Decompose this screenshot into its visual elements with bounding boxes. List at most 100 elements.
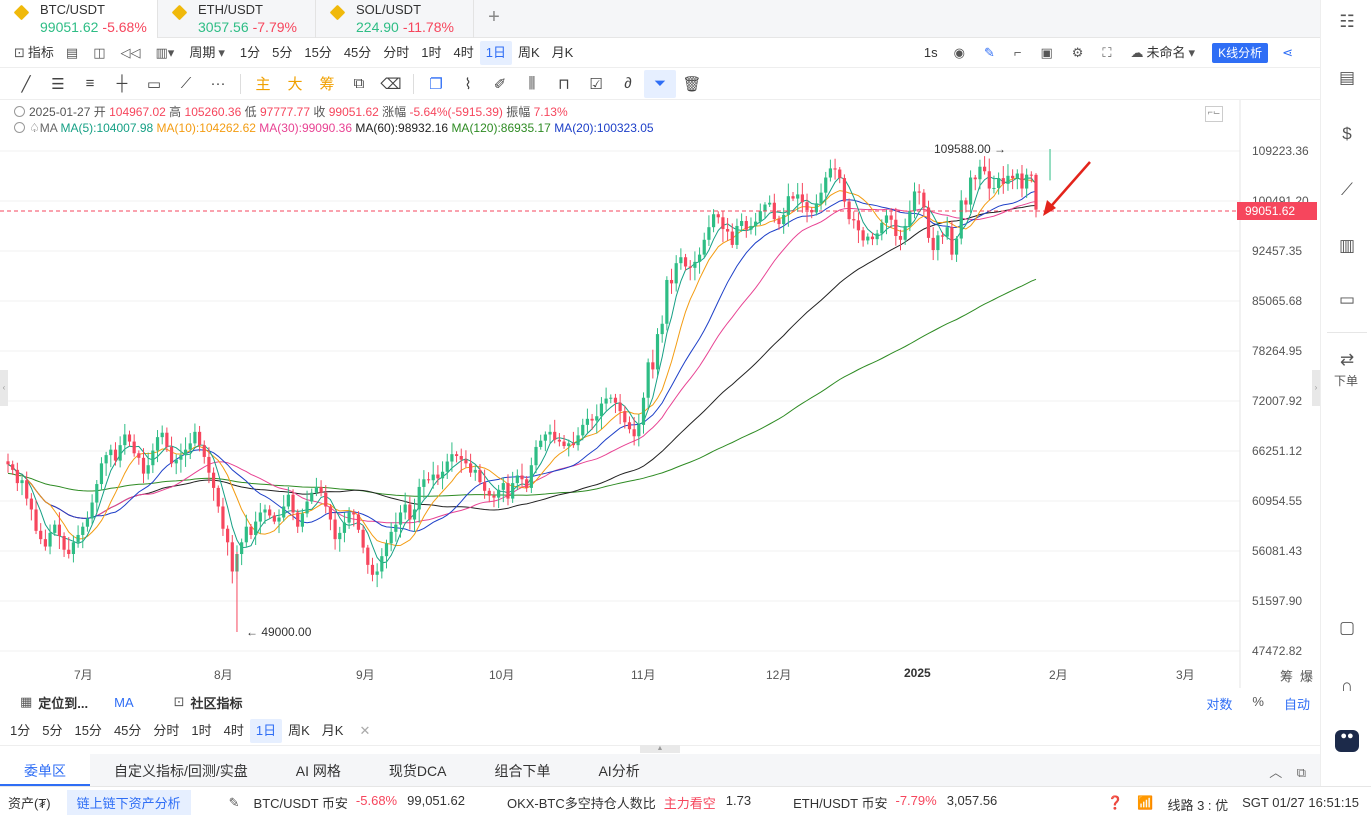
copy-tool[interactable]: ❐ [420, 70, 452, 98]
bar-chart-icon[interactable]: ▥ [1338, 236, 1356, 255]
big-order-button[interactable]: 大 [287, 76, 303, 93]
add-tab-icon[interactable]: + [488, 6, 500, 28]
interval-45m[interactable]: 45分 [343, 44, 372, 60]
tab-ai-analysis[interactable]: AI分析 [598, 763, 640, 779]
auto-scale-toggle[interactable]: 自动 [1283, 697, 1310, 712]
place-order-label[interactable]: 下单 [1334, 374, 1359, 388]
tab-combo-order[interactable]: 组合下单 [494, 763, 551, 779]
price-axis[interactable]: 109223.36 100491.20 92457.35 85065.68 78… [1240, 100, 1320, 660]
fullscreen-button[interactable]: ⛶ [1094, 41, 1122, 65]
channel-tool[interactable]: ≡ [74, 70, 106, 98]
right-handle-icon[interactable]: › [1312, 370, 1320, 406]
calendar-button[interactable]: ▤ [60, 41, 87, 65]
settings-button[interactable]: ⚙ [1064, 41, 1095, 65]
liquidation-axis-button[interactable]: 爆 [1300, 669, 1314, 684]
ruler-tool[interactable]: ⌇ [452, 70, 484, 98]
help-icon[interactable]: ❓ [1107, 795, 1124, 810]
edit-icon[interactable]: ✎ [228, 794, 240, 810]
etf-icon[interactable]: ▭ [1338, 290, 1356, 309]
share-button[interactable]: ⋖ [1274, 41, 1304, 65]
community-indicator-button[interactable]: 社区指标 [190, 695, 243, 711]
interval-1d[interactable]: 1日 [249, 718, 283, 743]
tab-orders[interactable]: 委单区 [0, 754, 90, 786]
save-button[interactable]: ▣ [1032, 41, 1063, 65]
more-tools[interactable]: ··· [202, 70, 234, 98]
chart-area[interactable]: 2025-01-27 开 104967.02 高 105260.36 低 977… [0, 100, 1320, 688]
cloud-layout-button[interactable]: ☁ 未命名 ▾ [1123, 41, 1207, 65]
eraser-tool[interactable]: ⌫ [375, 70, 407, 98]
layout-icon[interactable]: ▢ [1338, 618, 1356, 637]
line-status[interactable]: 线路 3 : 优 [1167, 798, 1229, 813]
chip-axis-button[interactable]: 筹 [1280, 669, 1294, 684]
interval-timeline[interactable]: 分时 [153, 722, 180, 738]
trendline-tool[interactable]: ╱ [10, 70, 42, 98]
alert-tool[interactable]: ☑ [580, 70, 612, 98]
interval-1mo[interactable]: 月K [321, 722, 344, 738]
camera-button[interactable]: ◉ [946, 41, 976, 65]
interval-5m[interactable]: 5分 [272, 44, 293, 60]
interval-1m[interactable]: 1分 [10, 722, 31, 738]
ticker-okx-ratio[interactable]: OKX-BTC多空持仓人数比 主力看空 1.73 [507, 793, 759, 812]
speed-button[interactable]: 1s [923, 45, 938, 60]
ticker-btc[interactable]: BTC/USDT 币安 -5.68% 99,051.62 [254, 793, 473, 812]
toggle-circle-icon[interactable] [14, 122, 25, 133]
tab-custom-indicator[interactable]: 自定义指标/回测/实盘 [114, 763, 248, 779]
interval-1w[interactable]: 周K [288, 722, 310, 738]
chart-type-button[interactable]: ▥▾ [150, 41, 184, 65]
parallel-tool[interactable]: ☰ [42, 70, 74, 98]
interval-15m[interactable]: 15分 [74, 722, 102, 738]
interval-timeline[interactable]: 分时 [383, 44, 410, 60]
collapse-panel-icon[interactable]: ▲ [640, 745, 680, 753]
bell-icon[interactable]: ♤ [29, 121, 40, 135]
period-button[interactable]: 周期 ▾ [183, 41, 234, 65]
interval-45m[interactable]: 45分 [113, 722, 142, 738]
candle-tool[interactable]: ⫼ [516, 70, 548, 98]
trend-icon[interactable]: ⟋ [1341, 180, 1353, 199]
ticker-eth[interactable]: ETH/USDT 币安 -7.79% 3,057.56 [793, 793, 1005, 812]
tab-btc[interactable]: BTC/USDT 99051.62 -5.68% [0, 0, 158, 38]
interval-1m[interactable]: 1分 [239, 44, 261, 60]
brush-tool[interactable]: ✐ [484, 70, 516, 98]
draw-button[interactable]: ✎ [976, 41, 1006, 65]
toggle-circle-icon[interactable] [14, 106, 25, 117]
filter-tool[interactable]: ⏷ [644, 69, 676, 98]
log-scale-toggle[interactable]: 对数 [1206, 697, 1233, 712]
document-icon[interactable]: ▤ [1338, 68, 1356, 87]
asset-analysis-link[interactable]: 链上链下资产分析 [66, 790, 191, 815]
layout-button[interactable]: ◫ [87, 41, 114, 65]
dollar-icon[interactable]: $ [1342, 124, 1352, 143]
interval-5m[interactable]: 5分 [42, 722, 63, 738]
horizontal-line-tool[interactable]: ┼ [106, 70, 138, 98]
headset-icon[interactable]: ∩ [1340, 676, 1354, 695]
template-tool[interactable]: ⧉ [343, 70, 375, 98]
tab-sol[interactable]: SOL/USDT 224.90 -11.78% [316, 0, 474, 38]
chip-button[interactable]: 筹 [319, 76, 335, 93]
lock-tool[interactable]: ⊓ [548, 70, 580, 98]
note-button[interactable]: ⌐ [1006, 41, 1033, 65]
interval-15m[interactable]: 15分 [304, 44, 332, 60]
close-icon[interactable]: ✕ [359, 722, 371, 738]
interval-4h[interactable]: 4时 [223, 722, 244, 738]
magnet-tool[interactable]: ∂ [612, 70, 644, 98]
tab-ai-grid[interactable]: AI 网格 [295, 763, 341, 779]
tab-eth[interactable]: ETH/USDT 3057.56 -7.79% [158, 0, 316, 38]
popout-icon[interactable]: ⧉ [1296, 765, 1306, 780]
interval-1h[interactable]: 1时 [421, 44, 442, 60]
interval-1d[interactable]: 1日 [479, 40, 512, 65]
tab-spot-dca[interactable]: 现货DCA [388, 763, 447, 779]
interval-4h[interactable]: 4时 [453, 44, 474, 60]
indicators-button[interactable]: ⊡ 指标 [8, 41, 60, 65]
chevron-up-icon[interactable]: ︿ [1269, 765, 1283, 780]
robot-icon[interactable]: ●● [1335, 730, 1359, 752]
order-icon[interactable]: ⇄ [1339, 350, 1355, 369]
collapse-expand-icon[interactable]: ⌐⌙ [1205, 106, 1223, 122]
main-chart-button[interactable]: 主 [255, 76, 271, 93]
kline-analysis-button[interactable]: K线分析 [1212, 43, 1269, 63]
locate-button[interactable]: 定位到... [38, 695, 89, 711]
interval-1mo[interactable]: 月K [551, 44, 574, 60]
left-handle-icon[interactable]: ‹ [0, 370, 8, 406]
replay-button[interactable]: ◁◁ [115, 41, 150, 65]
ma-indicator-button[interactable]: MA [114, 694, 134, 710]
rectangle-tool[interactable]: ▭ [138, 70, 170, 98]
delete-tool[interactable]: 🗑 [676, 70, 708, 98]
